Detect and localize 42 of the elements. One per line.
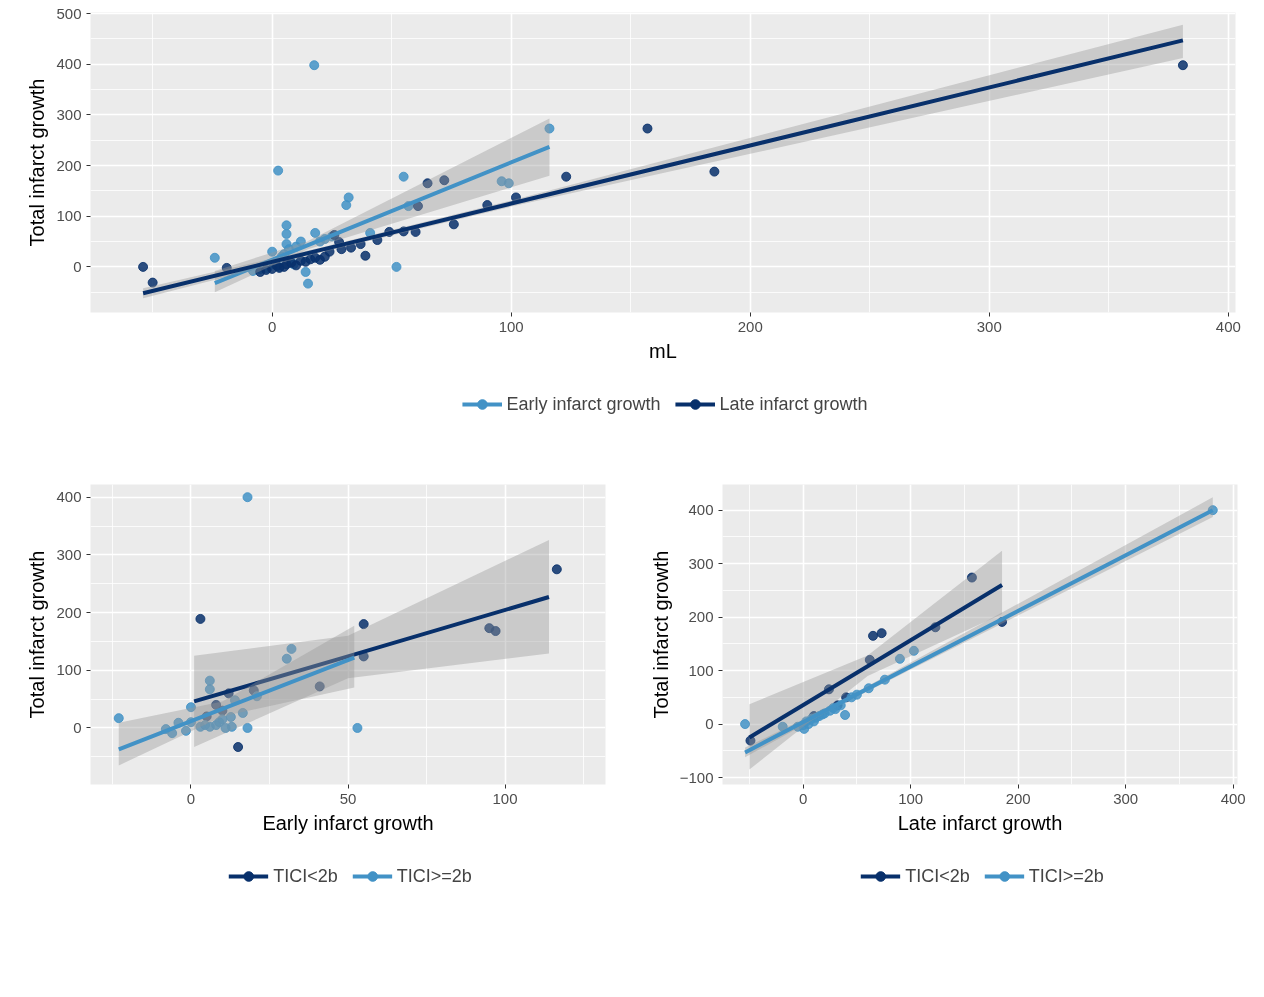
y-tick-label: 400 [56,488,82,506]
x-tick-label: 400 [1215,317,1241,335]
legend-label: Late infarct growth [719,393,868,415]
x-tick-label: 50 [339,789,357,807]
y-tick-label: −100 [679,768,714,786]
y-tick-label: 300 [56,545,82,563]
x-tick-label: 0 [268,317,277,335]
y-tick-label: 300 [56,105,82,123]
legend-label: Early infarct growth [506,393,661,415]
y-tick-label: 200 [688,608,714,626]
legend-label: TICI<2b [273,865,338,887]
y-tick-label: 200 [56,156,82,174]
y-axis-title: Total infarct growth [26,78,49,247]
x-axis-title: mL [649,339,677,362]
y-tick-label: 200 [56,603,82,621]
x-tick-label: 0 [798,789,808,807]
x-axis-title: Early infarct growth [262,811,434,834]
y-tick-label: 500 [56,4,82,22]
y-tick-label: 100 [688,661,714,679]
x-tick-label: 300 [1113,789,1139,807]
x-tick-label: 0 [186,789,196,807]
x-tick-label: 100 [498,317,524,335]
x-tick-label: 100 [492,789,518,807]
y-axis-title: Total infarct growth [26,550,49,719]
x-tick-label: 300 [976,317,1002,335]
y-tick-label: 0 [73,257,82,275]
legend-label: TICI<2b [905,865,970,887]
y-axis-title: Total infarct growth [649,550,672,719]
y-tick-label: 0 [73,718,82,736]
x-tick-label: 200 [1005,789,1031,807]
y-tick-label: 0 [705,715,714,733]
x-tick-label: 100 [898,789,924,807]
y-tick-label: 100 [56,661,82,679]
y-tick-label: 400 [56,55,82,73]
x-tick-label: 400 [1220,789,1246,807]
y-tick-label: 300 [688,554,714,572]
legend-label: TICI>=2b [1028,865,1104,887]
legend-label: TICI>=2b [396,865,472,887]
x-tick-label: 200 [737,317,763,335]
y-tick-label: 100 [56,207,82,225]
x-axis-title: Late infarct growth [897,811,1063,834]
y-tick-label: 400 [688,501,714,519]
